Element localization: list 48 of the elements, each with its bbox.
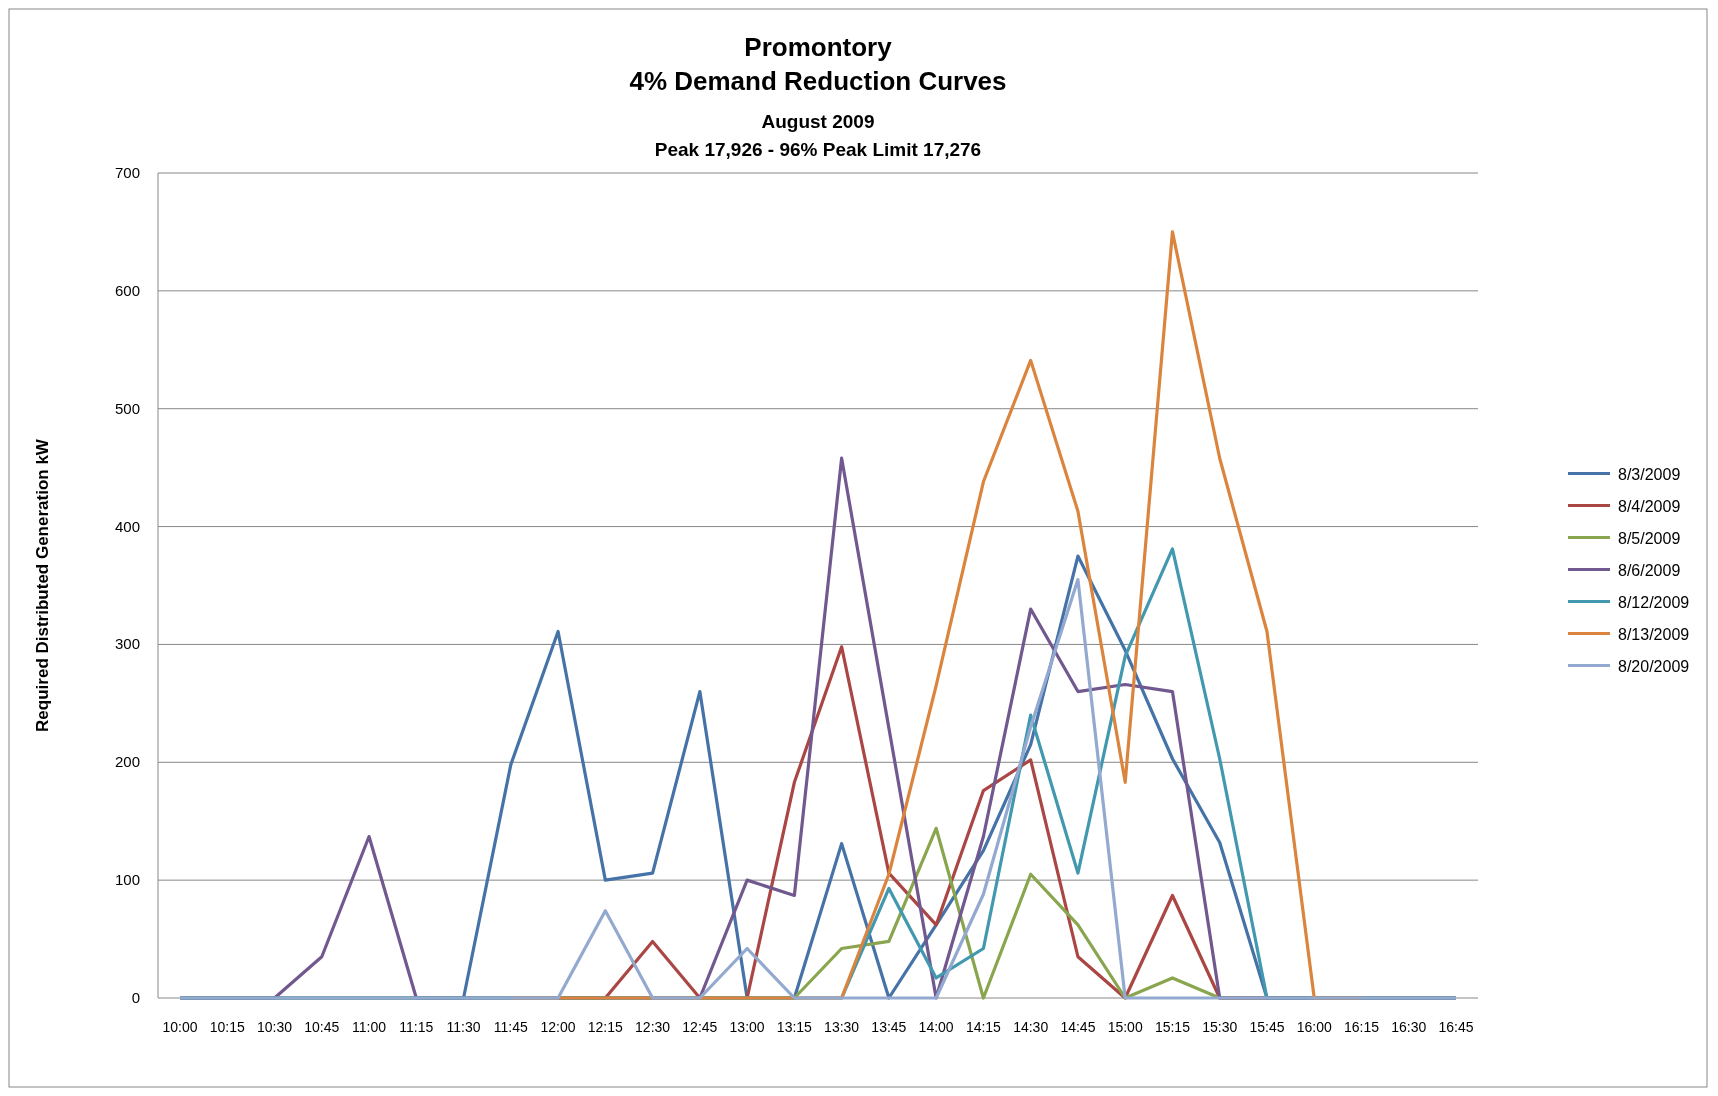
x-tick-label: 14:00 — [918, 1019, 954, 1035]
x-tick-label: 15:45 — [1249, 1019, 1285, 1035]
x-tick-label: 13:30 — [824, 1019, 860, 1035]
x-tick-label: 10:30 — [257, 1019, 293, 1035]
x-tick-label: 12:15 — [587, 1019, 624, 1035]
y-tick-label: 600 — [114, 281, 140, 299]
x-tick-label: 15:30 — [1202, 1019, 1238, 1035]
x-tick-label: 11:00 — [352, 1019, 387, 1035]
x-tick-label: 10:00 — [162, 1019, 198, 1035]
y-tick-label: 100 — [114, 871, 140, 889]
legend-label: 8/12/2009 — [1618, 593, 1690, 611]
x-tick-label: 13:00 — [729, 1019, 765, 1035]
legend-label: 8/20/2009 — [1618, 657, 1690, 675]
legend-label: 8/4/2009 — [1618, 497, 1681, 515]
y-tick-label: 200 — [114, 753, 140, 771]
y-axis-title: Required Distributed Generation kW — [33, 438, 52, 732]
legend-label: 8/6/2009 — [1618, 561, 1681, 579]
text: Peak 17,926 - 96% Peak Limit 17,276 — [654, 139, 982, 160]
x-tick-label: 15:15 — [1154, 1019, 1191, 1035]
x-tick-label: 12:45 — [682, 1019, 718, 1035]
legend-label: 8/3/2009 — [1618, 465, 1681, 483]
x-tick-label: 11:15 — [399, 1019, 434, 1035]
text: August 2009 — [761, 111, 875, 132]
x-tick-label: 15:00 — [1107, 1019, 1143, 1035]
text: 4% Demand Reduction Curves — [629, 66, 1007, 96]
x-tick-label: 16:15 — [1343, 1019, 1380, 1035]
x-tick-label: 14:15 — [965, 1019, 1002, 1035]
chart-title: Promontory — [744, 32, 893, 62]
x-tick-label: 16:30 — [1391, 1019, 1427, 1035]
legend-label: 8/5/2009 — [1618, 529, 1681, 547]
x-tick-label: 12:30 — [635, 1019, 671, 1035]
x-tick-label: 11:30 — [446, 1019, 481, 1035]
x-tick-label: 13:45 — [871, 1019, 907, 1035]
y-tick-label: 300 — [114, 635, 140, 653]
x-tick-label: 13:15 — [776, 1019, 813, 1035]
y-tick-label: 700 — [114, 164, 140, 181]
x-tick-label: 14:45 — [1060, 1019, 1096, 1035]
x-tick-label: 12:00 — [540, 1019, 576, 1035]
x-tick-label: 10:15 — [209, 1019, 245, 1035]
x-tick-label: 16:00 — [1296, 1019, 1332, 1035]
x-tick-label: 16:45 — [1438, 1019, 1474, 1035]
y-tick-label: 400 — [114, 517, 140, 535]
x-tick-label: 11:45 — [493, 1019, 529, 1035]
x-tick-label: 10:45 — [304, 1019, 340, 1035]
y-tick-label: 0 — [131, 989, 140, 1006]
x-tick-label: 14:30 — [1013, 1019, 1049, 1035]
y-tick-label: 500 — [114, 399, 140, 417]
legend-label: 8/13/2009 — [1618, 625, 1690, 643]
